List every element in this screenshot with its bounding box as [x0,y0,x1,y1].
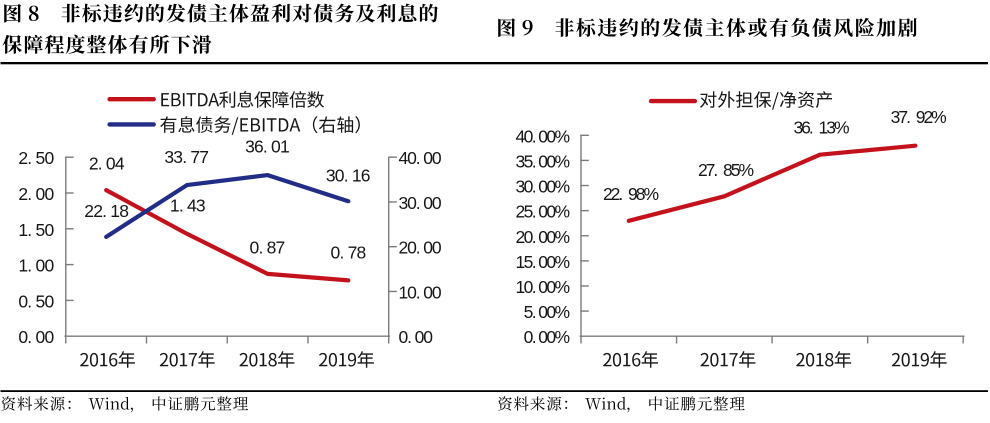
svg-text:27. 85%: 27. 85% [698,160,754,180]
svg-text:36. 01: 36. 01 [245,137,289,157]
svg-text:1. 00: 1. 00 [18,256,54,276]
svg-text:40. 00%: 40. 00% [515,126,569,146]
svg-text:20. 00: 20. 00 [399,238,442,258]
svg-text:30. 00: 30. 00 [399,193,442,213]
svg-text:36. 13%: 36. 13% [793,118,849,138]
svg-text:33. 77: 33. 77 [164,147,208,167]
svg-text:0. 87: 0. 87 [250,237,285,257]
svg-text:22. 18: 22. 18 [84,201,128,221]
svg-text:1. 43: 1. 43 [170,196,205,216]
svg-text:0. 00: 0. 00 [399,327,434,347]
svg-text:22. 98%: 22. 98% [603,184,659,204]
svg-text:0. 00%: 0. 00% [524,327,570,347]
svg-text:10. 00: 10. 00 [399,282,442,302]
svg-text:30. 16: 30. 16 [326,166,370,186]
svg-text:30. 00%: 30. 00% [515,177,569,197]
svg-text:10. 00%: 10. 00% [515,277,569,297]
svg-text:40. 00: 40. 00 [399,148,442,168]
svg-text:20. 00%: 20. 00% [515,227,569,247]
svg-text:25. 00%: 25. 00% [515,202,569,222]
svg-text:2. 04: 2. 04 [89,153,125,173]
svg-text:37. 92%: 37. 92% [891,107,947,127]
svg-text:5. 00%: 5. 00% [524,302,570,322]
svg-text:15. 00%: 15. 00% [515,252,569,272]
svg-text:35. 00%: 35. 00% [515,151,569,171]
svg-text:0. 78: 0. 78 [331,242,366,262]
svg-text:2. 50: 2. 50 [18,148,54,168]
svg-text:1. 50: 1. 50 [18,220,54,240]
svg-text:0. 50: 0. 50 [18,291,54,311]
svg-text:0. 00: 0. 00 [18,327,54,347]
svg-text:2. 00: 2. 00 [18,184,54,204]
